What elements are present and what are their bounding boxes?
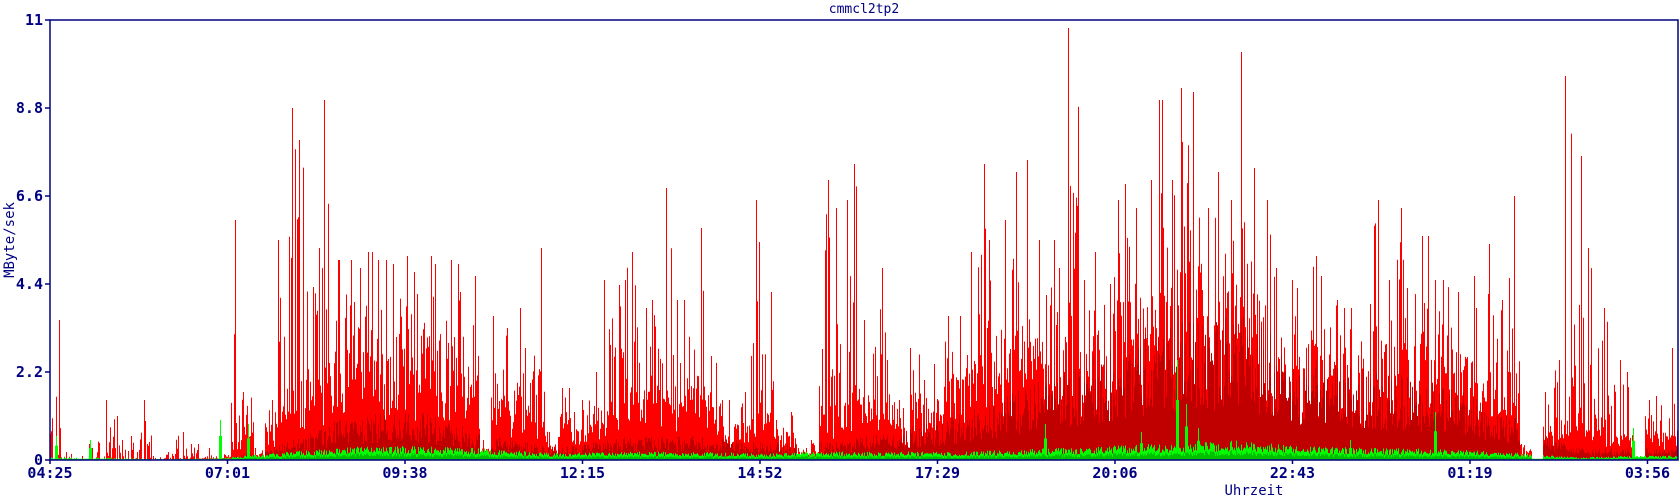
x-tick-label: 04:25 <box>27 464 72 482</box>
x-axis-label: Uhrzeit <box>1224 483 1283 499</box>
y-tick-label: 4.4 <box>16 275 43 293</box>
dark-red-series-area <box>50 317 1678 460</box>
y-tick-label: 0 <box>34 451 43 469</box>
dark-green-series-area <box>50 450 1678 460</box>
y-tick-label: 6.6 <box>16 187 43 205</box>
chart-title: cmmcl2tp2 <box>829 2 899 17</box>
x-tick-label: 07:01 <box>205 464 250 482</box>
x-tick-label: 20:06 <box>1092 464 1137 482</box>
x-tick-label: 12:15 <box>560 464 605 482</box>
x-tick-label: 17:29 <box>915 464 960 482</box>
x-axis: 04:25 07:01 09:38 12:15 14:52 17:29 20:06 22:43… <box>27 460 1670 482</box>
series-layer <box>50 28 1678 460</box>
y-tick-label: 8.8 <box>16 99 43 117</box>
x-tick-label: 09:38 <box>382 464 427 482</box>
red-series-area <box>50 28 1678 460</box>
x-tick-label: 01:19 <box>1447 464 1492 482</box>
y-axis: 0 2.2 4.4 6.6 8.8 11 <box>16 11 50 469</box>
plot-frame <box>49 19 1679 461</box>
x-tick-label: 22:43 <box>1270 464 1315 482</box>
x-tick-label: 03:56 <box>1625 464 1670 482</box>
x-tick-label: 14:52 <box>737 464 782 482</box>
y-axis-label: MByte/sek <box>2 202 18 278</box>
y-tick-label: 2.2 <box>16 363 43 381</box>
y-tick-label: 11 <box>25 11 43 29</box>
